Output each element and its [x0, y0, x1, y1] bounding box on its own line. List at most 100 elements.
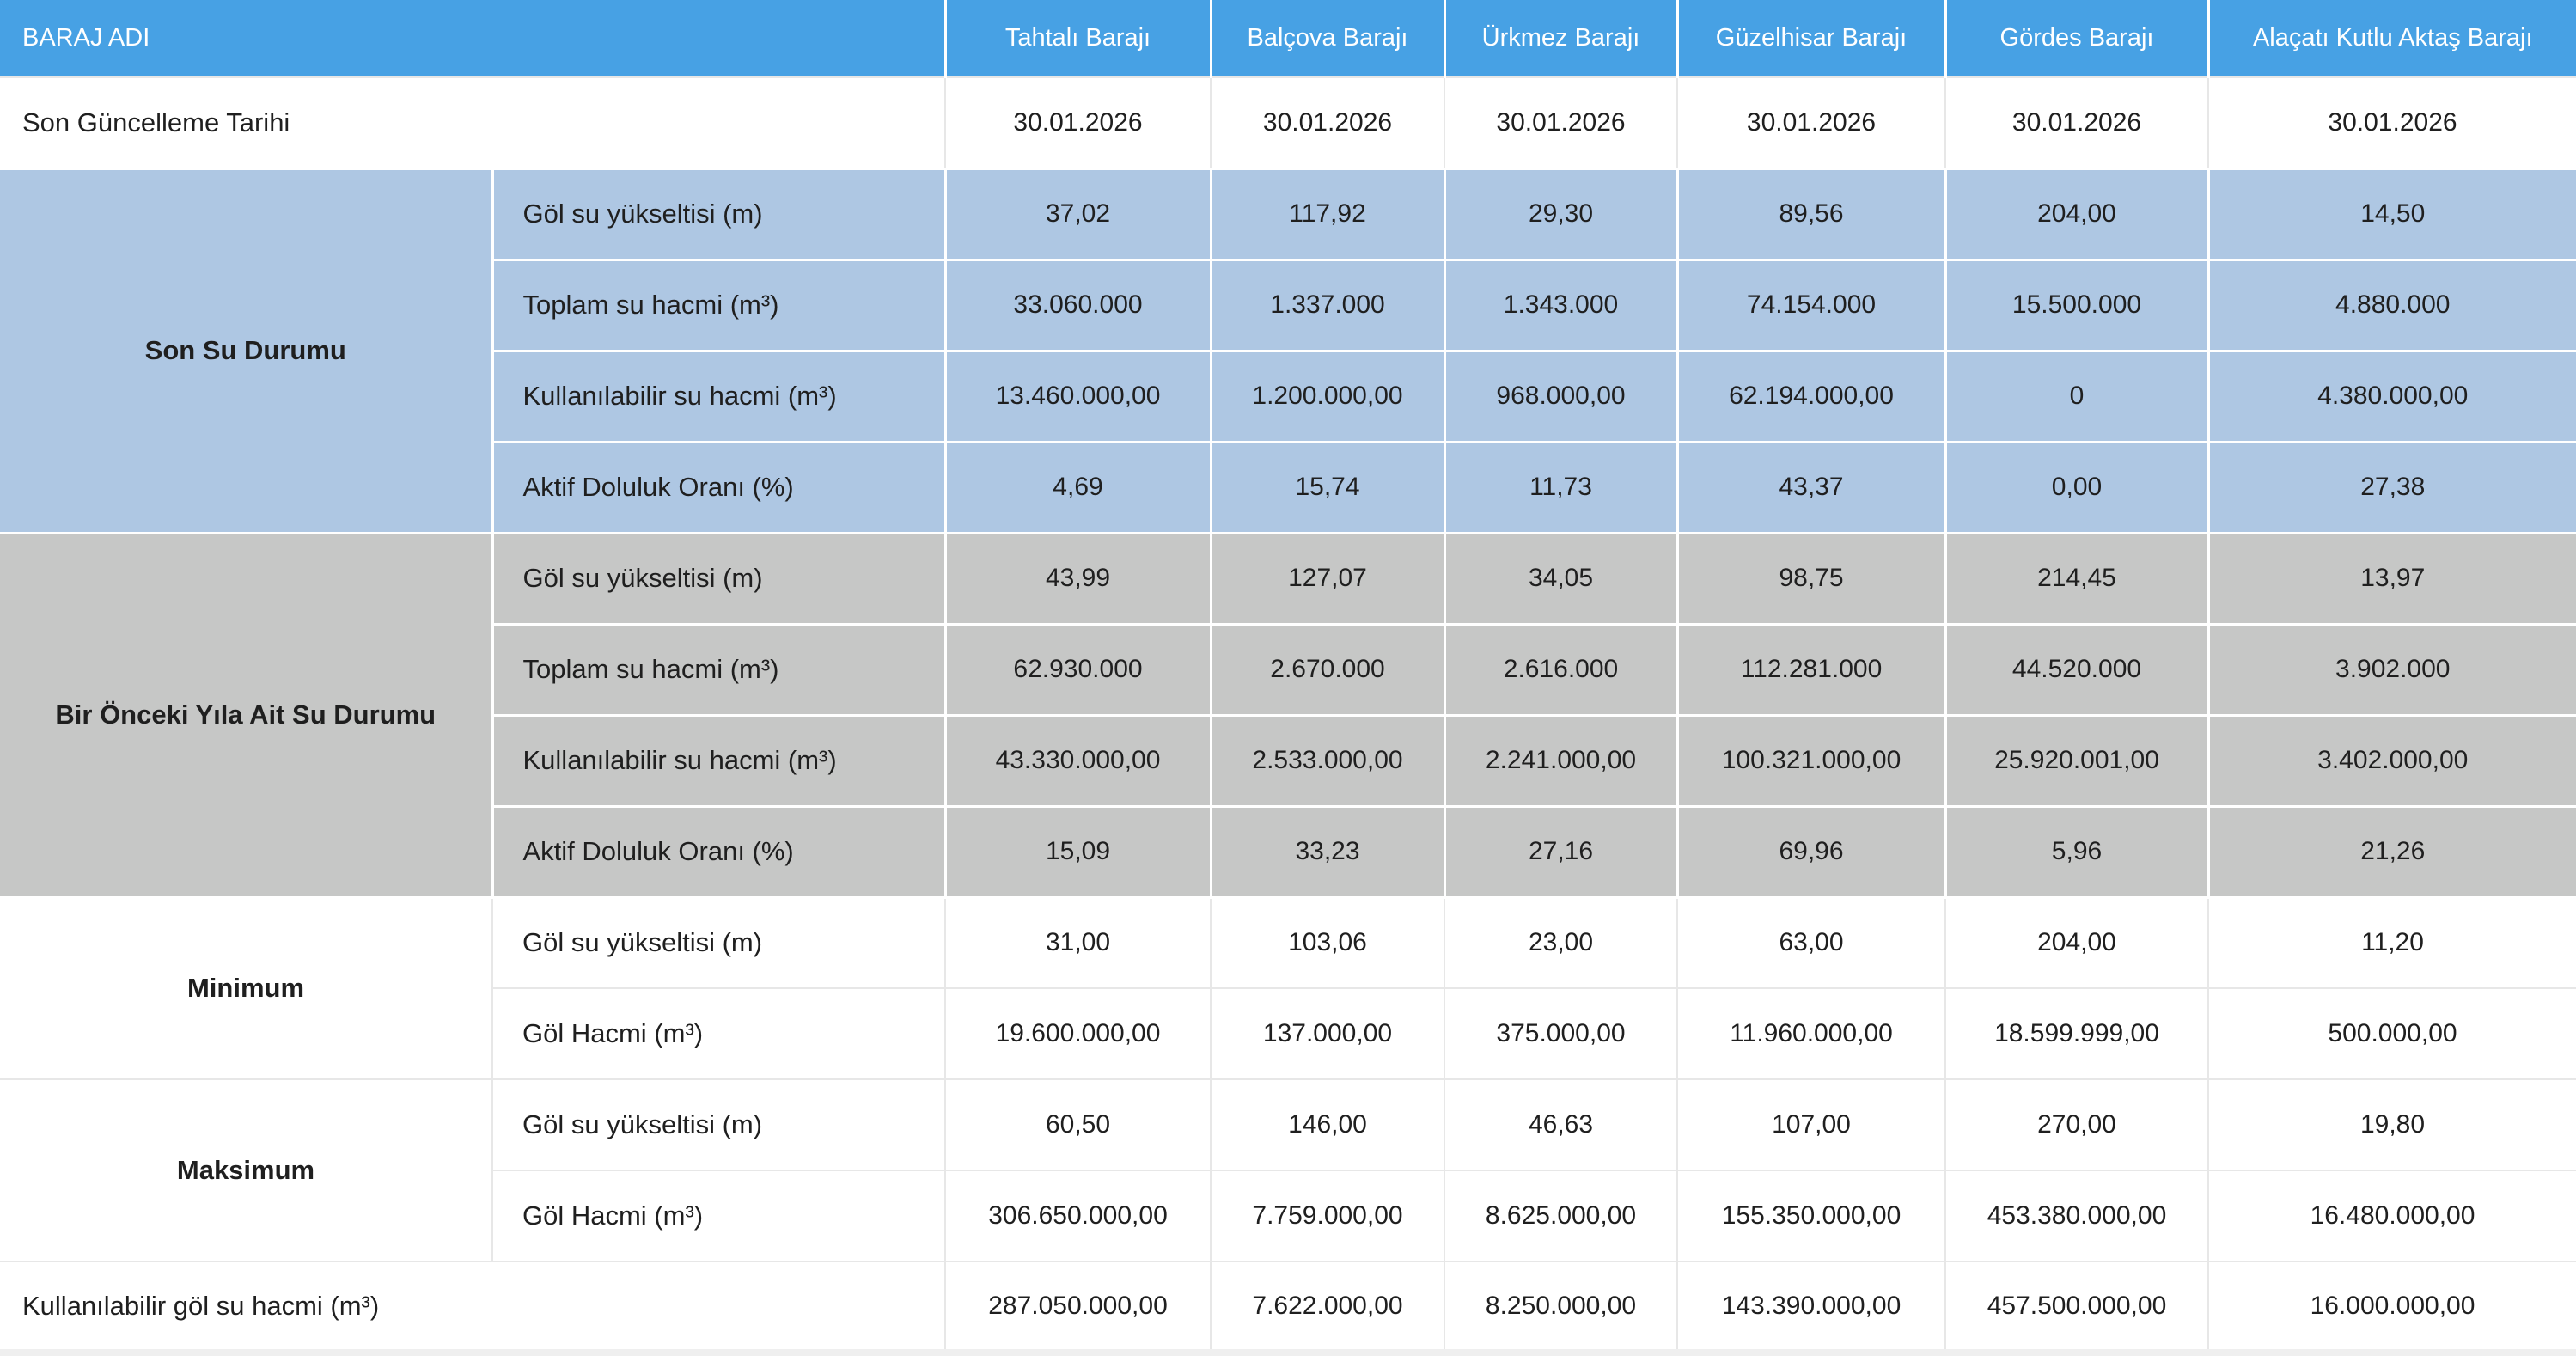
- table-row: Maksimum Göl su yükseltisi (m) 60,50 146…: [0, 1078, 2576, 1262]
- table-header-row: BARAJ ADI Tahtalı Barajı Balçova Barajı …: [0, 0, 2576, 77]
- value-cell: 30.01.2026: [1944, 76, 2209, 169]
- value-cell: 7.759.000,00: [1210, 1170, 1445, 1262]
- value-cell: 33,23: [1209, 804, 1446, 899]
- group-label-maksimum: Maksimum: [0, 1078, 493, 1262]
- value-cell: 1.337.000: [1209, 258, 1446, 352]
- subrow-label: Aktif Doluluk Oranı (%): [492, 440, 947, 534]
- value-cell: 2.670.000: [1209, 622, 1446, 717]
- value-cell: 21,26: [2207, 804, 2576, 899]
- value-cell: 1.200.000,00: [1209, 349, 1446, 443]
- value-cell: 16.000.000,00: [2207, 1261, 2576, 1356]
- value-cell: 2.241.000,00: [1443, 713, 1679, 808]
- baraj-adi-header: BARAJ ADI: [0, 0, 947, 77]
- value-cell: 2.533.000,00: [1209, 713, 1446, 808]
- value-cell: 11.960.000,00: [1676, 987, 1946, 1080]
- value-cell: 1.343.000: [1443, 258, 1679, 352]
- subrow-label: Göl su yükseltisi (m): [491, 896, 946, 989]
- value-cell: 3.402.000,00: [2207, 713, 2576, 808]
- value-cell: 5,96: [1944, 804, 2210, 899]
- value-cell: 137.000,00: [1210, 987, 1445, 1080]
- value-cell: 29,30: [1443, 167, 1679, 261]
- dam-name-header-gordes: Gördes Barajı: [1944, 0, 2210, 77]
- table-row: Göl Hacmi (m³) 19.600.000,00 137.000,00 …: [0, 987, 2576, 1080]
- value-cell: 204,00: [1944, 896, 2209, 989]
- table-row: Son Su Durumu Göl su yükseltisi (m) 37,0…: [0, 167, 2576, 534]
- value-cell: 98,75: [1676, 531, 1947, 626]
- dam-name-header-alacati: Alaçatı Kutlu Aktaş Barajı: [2207, 0, 2576, 77]
- value-cell: 30.01.2026: [1210, 76, 1445, 169]
- value-cell: 37,02: [943, 167, 1212, 261]
- value-cell: 453.380.000,00: [1944, 1170, 2209, 1262]
- value-cell: 375.000,00: [1444, 987, 1678, 1080]
- value-cell: 7.622.000,00: [1210, 1261, 1445, 1356]
- value-cell: 43,37: [1676, 440, 1947, 534]
- value-cell: 4,69: [943, 440, 1212, 534]
- value-cell: 44.520.000: [1944, 622, 2210, 717]
- value-cell: 117,92: [1209, 167, 1446, 261]
- table-row: Kullanılabilir su hacmi (m³) 13.460.000,…: [0, 349, 2576, 443]
- value-cell: 968.000,00: [1443, 349, 1679, 443]
- group-label-minimum: Minimum: [0, 896, 493, 1080]
- value-cell: 25.920.001,00: [1944, 713, 2210, 808]
- value-cell: 306.650.000,00: [944, 1170, 1212, 1262]
- value-cell: 103,06: [1210, 896, 1445, 989]
- value-cell: 60,50: [944, 1078, 1212, 1171]
- value-cell: 27,38: [2207, 440, 2576, 534]
- subrow-label: Göl su yükseltisi (m): [491, 531, 947, 626]
- value-cell: 13.460.000,00: [943, 349, 1212, 443]
- table-row: Bir Önceki Yıla Ait Su Durumu Göl su yük…: [0, 531, 2576, 899]
- value-cell: 30.01.2026: [2207, 76, 2576, 169]
- value-cell: 100.321.000,00: [1676, 713, 1947, 808]
- value-cell: 107,00: [1676, 1078, 1946, 1171]
- subrow-label: Toplam su hacmi (m³): [492, 258, 947, 352]
- value-cell: 11,73: [1443, 440, 1679, 534]
- value-cell: 14,50: [2207, 167, 2576, 261]
- dam-name-header-balcova: Balçova Barajı: [1209, 0, 1446, 77]
- table-row: Aktif Doluluk Oranı (%) 4,69 15,74 11,73…: [0, 440, 2576, 534]
- subrow-label: Kullanılabilir su hacmi (m³): [492, 713, 947, 808]
- dam-name-header-urkmez: Ürkmez Barajı: [1443, 0, 1679, 77]
- subrow-label: Toplam su hacmi (m³): [492, 622, 947, 717]
- dam-name-header-tahtali: Tahtalı Barajı: [943, 0, 1212, 77]
- subrow-label: Aktif Doluluk Oranı (%): [492, 804, 947, 899]
- subrow-label: Göl Hacmi (m³): [492, 987, 946, 1080]
- value-cell: 214,45: [1944, 531, 2210, 626]
- value-cell: 112.281.000: [1676, 622, 1947, 717]
- value-cell: 127,07: [1209, 531, 1446, 626]
- value-cell: 2.616.000: [1443, 622, 1679, 717]
- table-row: Toplam su hacmi (m³) 62.930.000 2.670.00…: [0, 622, 2576, 717]
- value-cell: 146,00: [1210, 1078, 1445, 1171]
- value-cell: 62.194.000,00: [1676, 349, 1947, 443]
- value-cell: 19,80: [2207, 1078, 2576, 1171]
- table-row: Kullanılabilir su hacmi (m³) 43.330.000,…: [0, 713, 2576, 808]
- value-cell: 18.599.999,00: [1944, 987, 2209, 1080]
- footer-row: Kullanılabilir göl su hacmi (m³) 287.050…: [0, 1261, 2576, 1356]
- value-cell: 33.060.000: [943, 258, 1212, 352]
- row-label: Son Güncelleme Tarihi: [0, 76, 946, 169]
- subrow-label: Kullanılabilir su hacmi (m³): [492, 349, 947, 443]
- value-cell: 204,00: [1944, 167, 2210, 261]
- value-cell: 15.500.000: [1944, 258, 2210, 352]
- table-row: Minimum Göl su yükseltisi (m) 31,00 103,…: [0, 896, 2576, 1080]
- table-row: Göl Hacmi (m³) 306.650.000,00 7.759.000,…: [0, 1170, 2576, 1262]
- dam-name-header-guzelhisar: Güzelhisar Barajı: [1676, 0, 1947, 77]
- value-cell: 500.000,00: [2207, 987, 2576, 1080]
- value-cell: 155.350.000,00: [1676, 1170, 1946, 1262]
- value-cell: 30.01.2026: [1676, 76, 1946, 169]
- value-cell: 13,97: [2207, 531, 2576, 626]
- value-cell: 19.600.000,00: [944, 987, 1212, 1080]
- value-cell: 62.930.000: [943, 622, 1212, 717]
- value-cell: 34,05: [1443, 531, 1679, 626]
- value-cell: 31,00: [944, 896, 1212, 989]
- row-label: Kullanılabilir göl su hacmi (m³): [0, 1261, 946, 1356]
- value-cell: 74.154.000: [1676, 258, 1947, 352]
- value-cell: 8.625.000,00: [1444, 1170, 1678, 1262]
- value-cell: 8.250.000,00: [1444, 1261, 1678, 1356]
- value-cell: 143.390.000,00: [1676, 1261, 1946, 1356]
- value-cell: 16.480.000,00: [2207, 1170, 2576, 1262]
- value-cell: 287.050.000,00: [944, 1261, 1212, 1356]
- value-cell: 3.902.000: [2207, 622, 2576, 717]
- subrow-label: Göl Hacmi (m³): [492, 1170, 946, 1262]
- value-cell: 15,09: [943, 804, 1212, 899]
